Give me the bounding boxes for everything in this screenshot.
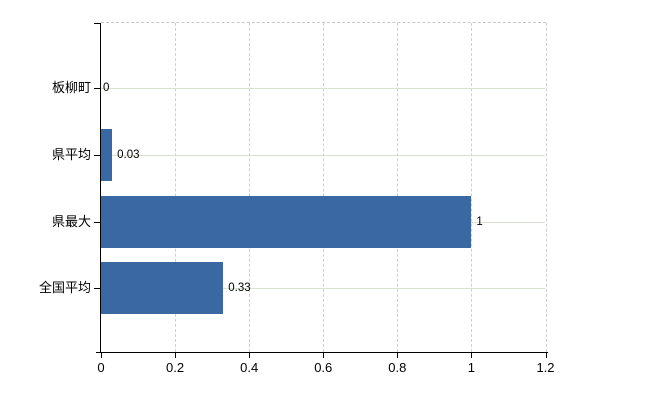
bar-4 <box>101 261 224 314</box>
x-axis-tick <box>101 353 102 358</box>
y-axis-line <box>100 23 101 353</box>
x-axis-tick <box>397 353 399 358</box>
x-tick-label: 0.8 <box>388 360 407 375</box>
vertical-gridline <box>175 23 177 352</box>
x-tick-label: 0.6 <box>314 360 333 375</box>
bar-value-label: 0.03 <box>117 149 140 161</box>
x-axis-tick <box>471 353 473 358</box>
vertical-gridline <box>323 23 325 352</box>
x-tick-label: 1.2 <box>536 360 555 375</box>
category-label: 全国平均 <box>38 279 91 295</box>
x-tick-label: 1 <box>467 360 476 375</box>
horizontal-gridline <box>101 88 545 89</box>
x-axis-tick <box>249 353 251 358</box>
y-axis-top-tick <box>94 23 100 24</box>
category-label: 県平均 <box>51 147 91 162</box>
horizontal-gridline <box>101 287 545 289</box>
bar-2 <box>101 129 113 181</box>
vertical-gridline <box>397 23 399 352</box>
y-axis-tick <box>94 155 100 156</box>
x-axis-tick <box>545 353 547 358</box>
horizontal-gridline <box>101 155 545 156</box>
y-axis-tick <box>94 88 100 89</box>
bar-3 <box>101 195 472 248</box>
vertical-gridline <box>471 23 473 352</box>
x-axis-tick <box>175 353 177 358</box>
bar-value-label: 1 <box>476 215 483 228</box>
bar-value-label: 0.33 <box>228 281 251 294</box>
category-label: 板柳町 <box>51 80 91 95</box>
x-axis-line <box>96 352 548 353</box>
x-axis-tick <box>323 353 325 358</box>
category-label: 県最大 <box>51 213 91 229</box>
y-axis-tick <box>94 221 100 223</box>
x-tick-label: 0.2 <box>166 360 185 375</box>
y-axis-tick <box>94 287 100 289</box>
plot-area: 0 0.03 1 0.33 <box>101 23 547 352</box>
vertical-gridline <box>545 23 547 352</box>
plot-top-border <box>101 22 546 23</box>
x-tick-label: 0.4 <box>240 360 259 375</box>
x-tick-label: 0 <box>97 360 105 375</box>
bar-value-label: 0 <box>103 82 110 94</box>
vertical-gridline <box>249 23 251 352</box>
